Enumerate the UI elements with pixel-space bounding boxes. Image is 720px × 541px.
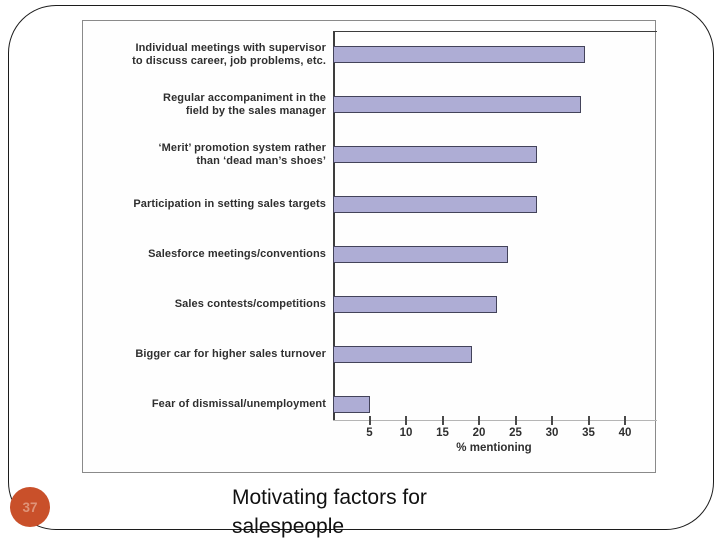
bar xyxy=(333,146,538,163)
bar xyxy=(333,196,538,213)
category-label: Participation in setting sales targets xyxy=(133,198,326,210)
bar xyxy=(333,396,370,413)
tick-mark xyxy=(405,416,407,425)
chart-row: Regular accompaniment in the field by th… xyxy=(83,80,657,130)
bar xyxy=(333,246,509,263)
tick-label: 30 xyxy=(545,427,559,439)
slide-title: Motivating factors for salespeople xyxy=(232,486,427,538)
bar xyxy=(333,296,498,313)
category-label: Individual meetings with supervisor to d… xyxy=(132,41,326,67)
tick-label: 10 xyxy=(399,427,413,439)
chart-row: ‘Merit’ promotion system rather than ‘de… xyxy=(83,130,657,180)
tick-mark xyxy=(368,416,371,425)
chart-row: Participation in setting sales targets xyxy=(83,180,657,230)
category-label: Regular accompaniment in the field by th… xyxy=(163,91,326,117)
tick-label: 35 xyxy=(582,427,595,439)
tick-label: 20 xyxy=(472,427,486,439)
page-number-badge: 37 xyxy=(10,487,50,527)
x-axis-title: % mentioning xyxy=(456,442,532,454)
tick-label: 15 xyxy=(436,427,449,439)
tick-mark xyxy=(624,416,626,425)
slide-border xyxy=(8,5,714,530)
tick-mark xyxy=(551,416,553,425)
tick-mark xyxy=(514,416,517,425)
category-label: Fear of dismissal/unemployment xyxy=(151,398,326,410)
category-label: ‘Merit’ promotion system rather than ‘de… xyxy=(158,141,326,167)
category-label: Bigger car for higher sales turnover xyxy=(135,348,326,360)
chart-row: Sales contests/competitions xyxy=(83,280,657,330)
category-label: Salesforce meetings/conventions xyxy=(148,248,326,260)
bar xyxy=(333,346,472,363)
tick-label: 40 xyxy=(618,427,632,439)
plot-top-border xyxy=(333,31,657,32)
bar xyxy=(333,46,585,63)
page-number: 37 xyxy=(22,499,38,515)
bar xyxy=(333,96,582,113)
chart-row: Fear of dismissal/unemployment xyxy=(83,380,657,430)
x-axis-line xyxy=(333,420,657,421)
chart-panel: Individual meetings with supervisor to d… xyxy=(82,20,657,473)
tick-mark xyxy=(441,416,444,425)
tick-label: 5 xyxy=(366,427,373,439)
chart-row: Salesforce meetings/conventions xyxy=(83,230,657,280)
chart-row: Bigger car for higher sales turnover xyxy=(83,330,657,380)
chart-row: Individual meetings with supervisor to d… xyxy=(83,30,657,80)
tick-mark xyxy=(478,416,480,425)
y-axis-line xyxy=(333,31,335,421)
tick-label: 25 xyxy=(509,427,522,439)
category-label: Sales contests/competitions xyxy=(174,298,326,310)
tick-mark xyxy=(587,416,590,425)
